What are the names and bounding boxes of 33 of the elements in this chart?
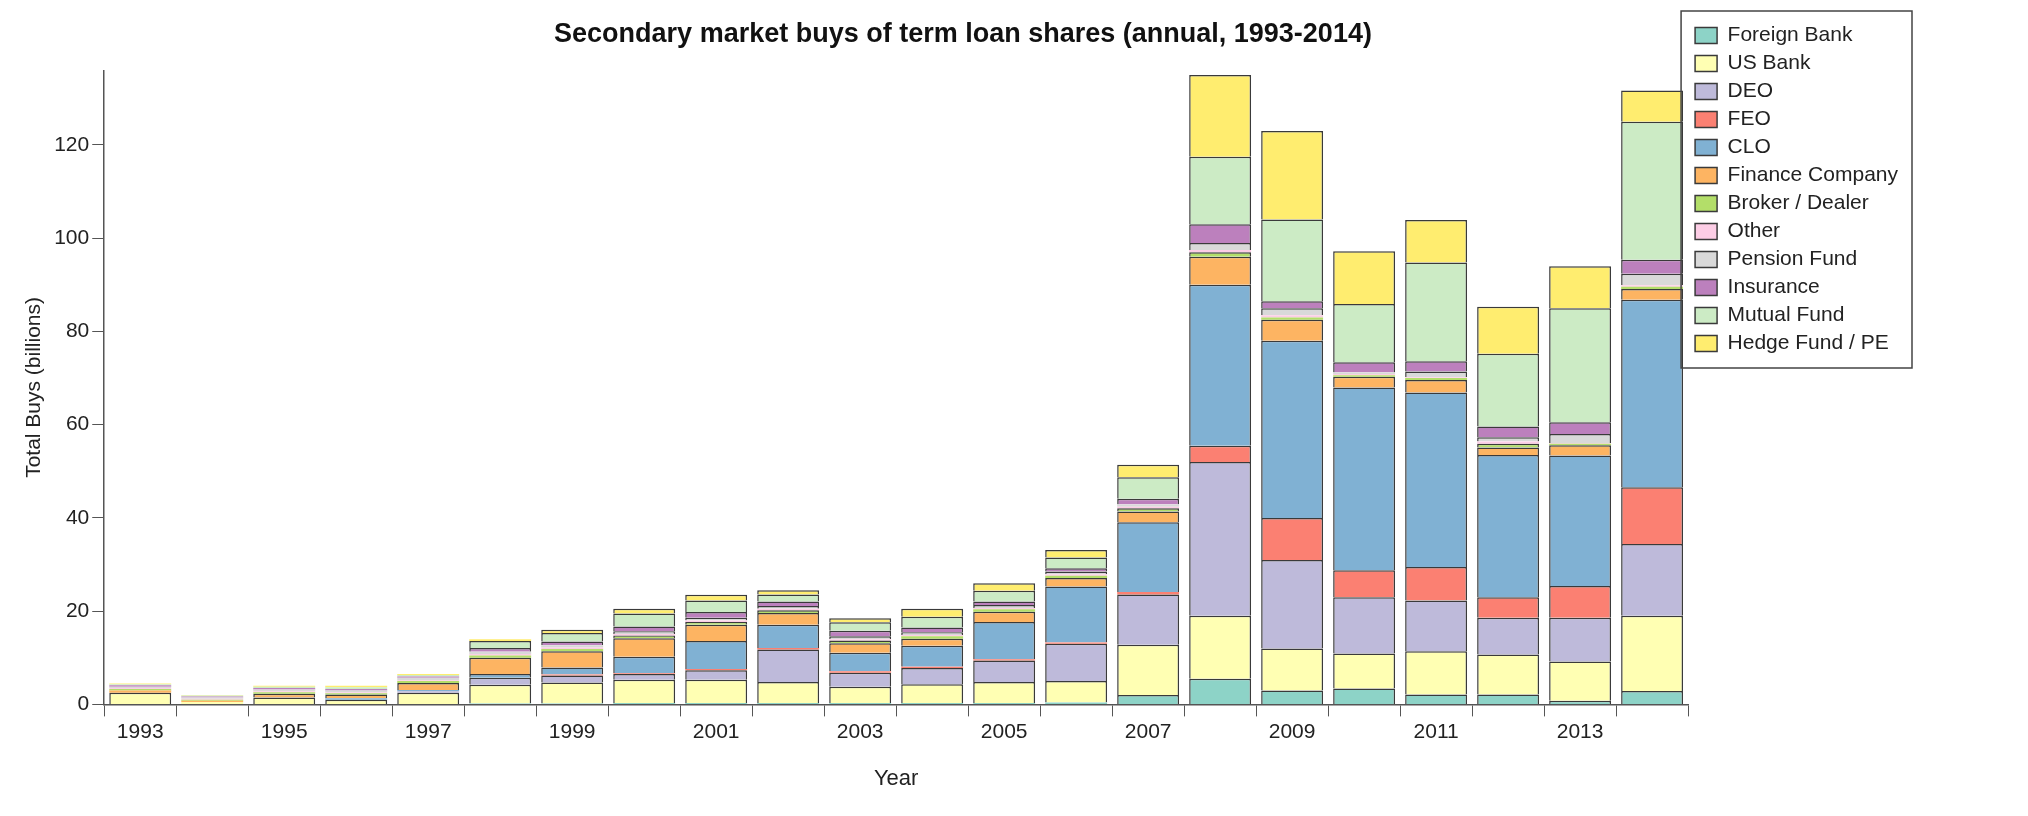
x-tick-label: 2001 [692, 718, 740, 742]
legend-label: CLO [1727, 134, 1771, 158]
y-axis-title: Total Buys (billions) [21, 296, 45, 478]
x-tick-label: 2011 [1413, 718, 1459, 742]
legend-label: Other [1727, 218, 1781, 242]
legend-label: Finance Company [1727, 162, 1899, 186]
y-tick-label: 20 [65, 597, 90, 621]
y-tick-label: 100 [54, 225, 90, 249]
x-tick-label: 1997 [404, 718, 452, 742]
x-axis-title: Year [873, 764, 919, 790]
x-tick-label: 2003 [836, 718, 884, 742]
y-tick-label: 0 [77, 691, 90, 715]
x-tick-label: 1995 [260, 718, 308, 742]
x-tick-label: 2005 [980, 718, 1028, 742]
x-tick-label: 1999 [548, 718, 596, 742]
x-tick-label: 1993 [116, 718, 164, 742]
legend-label: Insurance [1727, 274, 1820, 298]
legend-label: Foreign Bank [1727, 22, 1853, 46]
legend-label: Broker / Dealer [1727, 190, 1869, 214]
legend-label: DEO [1727, 78, 1774, 102]
chart-title: Secondary market buys of term loan shares (annual, 1993-2014) [554, 17, 1372, 48]
legend-label: Pension Fund [1727, 246, 1858, 270]
y-tick-label: 40 [65, 504, 90, 528]
legend-label: Hedge Fund / PE [1727, 330, 1889, 354]
legend-label: FEO [1727, 106, 1771, 130]
legend-label: Mutual Fund [1727, 302, 1845, 326]
y-tick-label: 120 [54, 131, 90, 155]
x-tick-label: 2007 [1124, 718, 1172, 742]
x-tick-label: 2013 [1556, 718, 1604, 742]
y-tick-label: 60 [65, 411, 90, 435]
y-tick-label: 80 [65, 318, 90, 342]
x-tick-label: 2009 [1268, 718, 1316, 742]
legend-label: US Bank [1727, 50, 1811, 74]
